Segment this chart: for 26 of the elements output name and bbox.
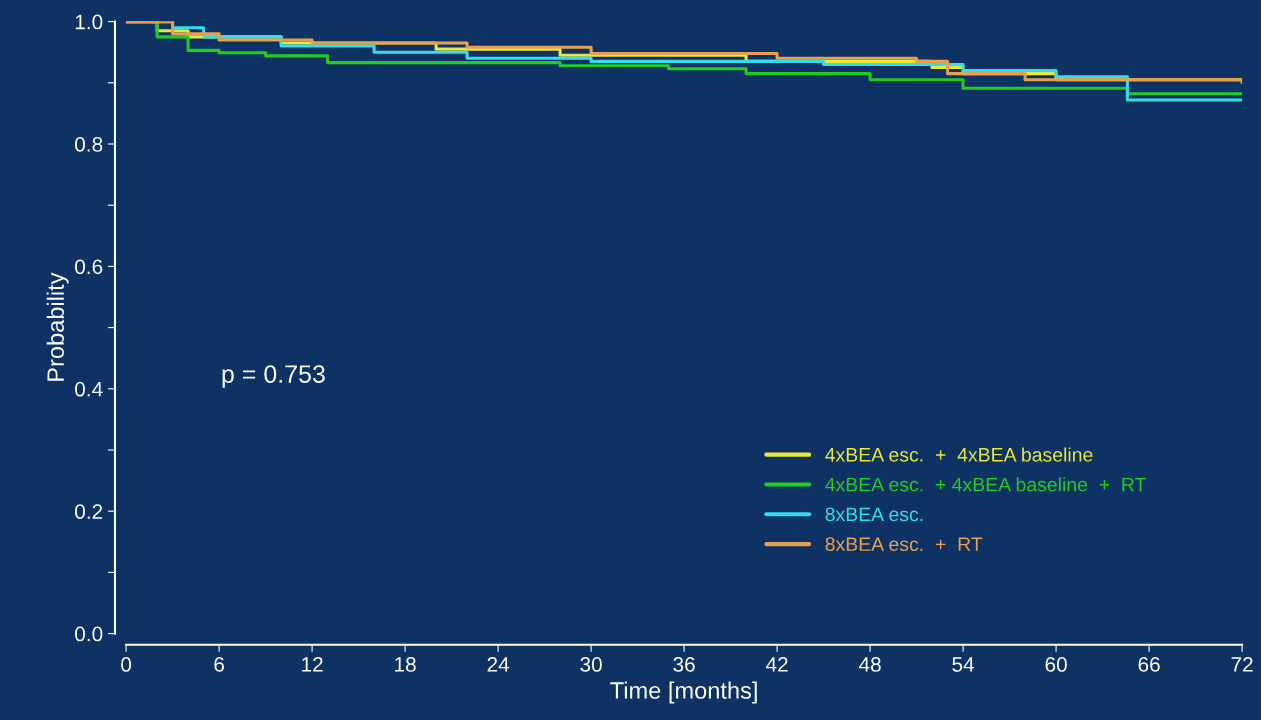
x-tick-label: 18 <box>395 657 416 672</box>
x-tick-label: 36 <box>673 657 695 672</box>
x-tick-label: 30 <box>580 657 602 672</box>
x-tick-label: 60 <box>1045 657 1067 672</box>
y-tick-label: 0.6 <box>75 259 103 275</box>
x-tick-label: 72 <box>1231 657 1253 672</box>
annotation: p = 0.753 <box>222 365 325 388</box>
x-axis-title: Time [months] <box>610 681 757 704</box>
y-tick-label: 0.8 <box>75 137 103 152</box>
legend-label: 4xBEA esc. + 4xBEA baseline + RT <box>825 477 1147 492</box>
x-tick-label: 6 <box>214 657 224 672</box>
y-tick-label: 0.4 <box>75 381 103 397</box>
x-tick-label: 66 <box>1138 657 1160 672</box>
x-tick-label: 42 <box>765 657 788 672</box>
legend-label: 4xBEA esc. + 4xBEA baseline <box>825 447 1093 462</box>
legend-label: 8xBEA esc. <box>825 507 923 522</box>
x-tick-label: 24 <box>487 657 510 672</box>
x-tick-label: 12 <box>302 657 323 672</box>
x-tick-label: 0 <box>121 657 132 672</box>
x-tick-label: 48 <box>858 657 881 672</box>
y-axis-title: Probability <box>46 272 69 381</box>
y-tick-label: 0.2 <box>75 504 103 519</box>
y-tick-label: 0.0 <box>75 626 103 642</box>
x-tick-label: 54 <box>952 657 975 672</box>
y-tick-label: 1.0 <box>75 14 103 30</box>
legend-label: 8xBEA esc. + RT <box>825 537 983 552</box>
